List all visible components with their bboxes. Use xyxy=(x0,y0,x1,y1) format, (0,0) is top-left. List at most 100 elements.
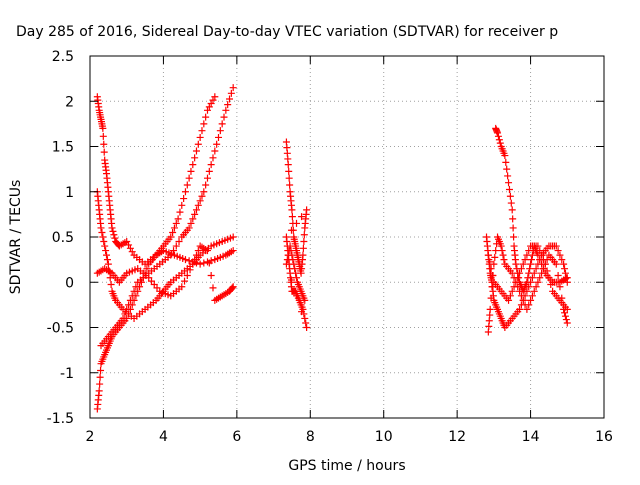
data-point xyxy=(527,260,535,268)
data-point xyxy=(198,192,206,200)
data-point xyxy=(504,172,512,180)
data-point xyxy=(185,174,193,182)
data-point xyxy=(291,265,299,273)
data-point xyxy=(183,181,191,189)
data-point xyxy=(285,167,293,175)
data-point xyxy=(203,174,211,182)
data-point xyxy=(123,305,131,313)
data-point xyxy=(128,292,136,300)
data-point xyxy=(191,210,199,218)
data-point xyxy=(525,247,533,255)
data-point xyxy=(510,283,518,291)
data-point xyxy=(215,133,222,141)
data-point xyxy=(282,260,290,268)
data-point xyxy=(207,161,215,169)
data-point xyxy=(524,274,532,282)
data-point xyxy=(293,219,301,227)
data-point xyxy=(484,251,492,259)
data-point xyxy=(541,260,549,268)
data-point xyxy=(487,294,495,302)
x-tick-label: 6 xyxy=(232,429,241,445)
data-point xyxy=(174,215,182,223)
data-point xyxy=(527,296,535,304)
data-point xyxy=(301,296,309,304)
data-point xyxy=(226,95,234,103)
data-point xyxy=(99,233,107,241)
data-point xyxy=(536,274,544,282)
data-point xyxy=(203,106,211,114)
data-point xyxy=(563,274,571,282)
data-point xyxy=(523,278,531,286)
series-4 xyxy=(97,84,237,350)
data-point xyxy=(486,258,494,266)
data-point xyxy=(180,195,188,203)
data-point xyxy=(491,253,499,261)
data-point xyxy=(284,161,292,169)
y-tick-label: 1 xyxy=(65,185,74,201)
data-point xyxy=(185,224,193,232)
data-point xyxy=(191,154,199,162)
data-point xyxy=(290,260,298,268)
data-point xyxy=(536,247,544,255)
data-point xyxy=(545,274,553,282)
data-point xyxy=(505,179,513,187)
data-point xyxy=(104,260,112,268)
data-point xyxy=(517,292,525,300)
data-point xyxy=(552,260,560,268)
data-point xyxy=(303,206,311,214)
data-point xyxy=(561,265,569,273)
data-point xyxy=(492,247,500,255)
data-point xyxy=(532,283,540,291)
data-point xyxy=(495,136,503,144)
data-point xyxy=(189,215,197,223)
data-point xyxy=(528,292,536,300)
data-point xyxy=(103,256,111,264)
data-point xyxy=(534,242,542,250)
data-point xyxy=(287,226,295,234)
data-point xyxy=(207,100,215,108)
series-2 xyxy=(93,188,237,322)
data-point xyxy=(286,181,294,189)
data-point xyxy=(289,256,297,264)
data-point xyxy=(552,242,560,250)
y-tick-label: -1 xyxy=(60,366,74,382)
data-point xyxy=(505,185,513,193)
x-tick-label: 12 xyxy=(448,429,466,445)
data-point xyxy=(194,201,202,209)
x-tick-label: 4 xyxy=(159,429,168,445)
data-point xyxy=(99,132,107,140)
data-point xyxy=(554,247,562,255)
data-point xyxy=(300,238,308,246)
data-point xyxy=(207,271,215,279)
data-point xyxy=(488,271,496,279)
data-point xyxy=(525,301,533,309)
data-point xyxy=(299,251,307,259)
data-point xyxy=(527,256,535,264)
data-point xyxy=(216,127,224,135)
data-point xyxy=(205,167,213,175)
data-point xyxy=(203,258,211,266)
data-point xyxy=(103,251,111,259)
data-point xyxy=(200,188,208,196)
data-point xyxy=(218,120,226,128)
data-point xyxy=(107,281,115,289)
data-point xyxy=(97,224,105,232)
data-point xyxy=(200,120,208,128)
data-point xyxy=(505,296,513,304)
data-point xyxy=(525,269,533,277)
data-point xyxy=(301,314,309,322)
data-point xyxy=(172,219,180,227)
data-point xyxy=(228,284,236,292)
x-tick-label: 16 xyxy=(595,429,613,445)
data-point xyxy=(516,269,524,277)
data-point xyxy=(227,89,235,97)
data-point xyxy=(126,244,134,252)
data-point xyxy=(229,247,237,255)
data-point xyxy=(132,283,140,291)
data-point xyxy=(558,256,566,264)
data-point xyxy=(109,227,117,235)
data-point xyxy=(205,103,213,111)
data-point xyxy=(530,287,538,295)
data-point xyxy=(128,248,136,256)
data-point xyxy=(192,206,200,214)
